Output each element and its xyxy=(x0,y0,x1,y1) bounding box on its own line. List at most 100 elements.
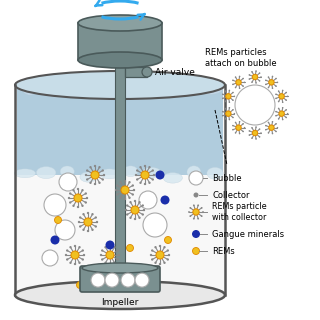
Circle shape xyxy=(249,74,250,76)
Circle shape xyxy=(95,225,97,228)
Circle shape xyxy=(193,204,195,206)
Circle shape xyxy=(76,282,84,289)
Circle shape xyxy=(251,127,253,129)
Circle shape xyxy=(232,125,234,126)
Circle shape xyxy=(138,201,141,204)
Circle shape xyxy=(235,76,236,78)
Circle shape xyxy=(268,76,269,78)
Circle shape xyxy=(255,138,257,140)
Circle shape xyxy=(89,182,92,184)
Circle shape xyxy=(259,80,260,82)
Circle shape xyxy=(82,249,84,252)
Circle shape xyxy=(144,165,146,167)
Circle shape xyxy=(232,129,234,131)
Circle shape xyxy=(103,174,105,176)
Circle shape xyxy=(249,78,250,80)
Circle shape xyxy=(239,133,240,134)
Circle shape xyxy=(168,254,170,256)
Circle shape xyxy=(193,247,199,254)
Circle shape xyxy=(116,249,119,252)
Circle shape xyxy=(275,111,277,112)
Circle shape xyxy=(235,132,236,134)
Bar xyxy=(78,23,162,60)
Circle shape xyxy=(235,85,275,125)
Circle shape xyxy=(135,273,149,287)
Circle shape xyxy=(259,72,260,74)
Circle shape xyxy=(249,130,250,132)
Circle shape xyxy=(113,246,116,248)
Circle shape xyxy=(104,246,107,248)
Circle shape xyxy=(275,98,277,99)
Circle shape xyxy=(259,128,260,130)
Circle shape xyxy=(152,169,154,172)
Circle shape xyxy=(235,87,236,88)
Ellipse shape xyxy=(80,172,97,182)
Circle shape xyxy=(129,201,132,204)
Circle shape xyxy=(251,71,253,73)
Circle shape xyxy=(287,113,288,115)
Ellipse shape xyxy=(15,281,225,309)
Ellipse shape xyxy=(123,166,138,177)
Ellipse shape xyxy=(78,52,162,68)
Circle shape xyxy=(104,262,107,264)
Circle shape xyxy=(128,181,131,183)
Circle shape xyxy=(86,169,88,172)
Circle shape xyxy=(148,166,151,168)
Ellipse shape xyxy=(44,80,67,98)
Circle shape xyxy=(260,132,262,134)
Circle shape xyxy=(150,254,152,256)
Circle shape xyxy=(282,119,284,120)
Circle shape xyxy=(189,171,203,185)
Circle shape xyxy=(159,245,161,247)
Polygon shape xyxy=(17,85,223,175)
Circle shape xyxy=(255,126,257,128)
Circle shape xyxy=(139,166,142,168)
Circle shape xyxy=(89,166,92,168)
Circle shape xyxy=(42,250,58,266)
Polygon shape xyxy=(15,85,225,295)
Circle shape xyxy=(275,78,277,79)
Ellipse shape xyxy=(36,167,56,179)
Circle shape xyxy=(251,81,253,83)
Circle shape xyxy=(232,92,234,93)
Circle shape xyxy=(252,74,258,80)
Circle shape xyxy=(161,196,170,204)
Circle shape xyxy=(68,197,70,199)
Circle shape xyxy=(197,218,199,220)
Circle shape xyxy=(226,111,231,116)
Circle shape xyxy=(265,129,267,131)
Ellipse shape xyxy=(82,263,158,273)
Circle shape xyxy=(74,263,76,265)
Circle shape xyxy=(91,273,105,287)
Circle shape xyxy=(164,236,172,244)
Ellipse shape xyxy=(146,82,171,93)
Circle shape xyxy=(139,182,142,184)
Circle shape xyxy=(151,258,153,261)
Circle shape xyxy=(222,115,223,116)
Circle shape xyxy=(44,194,66,216)
Ellipse shape xyxy=(207,167,223,179)
Circle shape xyxy=(100,254,102,256)
Ellipse shape xyxy=(22,79,38,95)
Circle shape xyxy=(98,166,101,168)
Text: REMs particle
with collector: REMs particle with collector xyxy=(212,202,267,222)
Circle shape xyxy=(202,211,204,213)
Ellipse shape xyxy=(15,71,225,99)
Circle shape xyxy=(282,90,284,91)
Circle shape xyxy=(154,262,157,264)
Circle shape xyxy=(275,115,277,116)
Circle shape xyxy=(128,196,131,199)
Circle shape xyxy=(66,258,68,261)
Circle shape xyxy=(113,262,116,264)
Circle shape xyxy=(278,101,279,102)
Circle shape xyxy=(285,92,287,93)
Circle shape xyxy=(69,262,72,264)
Circle shape xyxy=(222,98,223,99)
Ellipse shape xyxy=(163,172,182,183)
Circle shape xyxy=(228,107,230,108)
Circle shape xyxy=(201,207,203,209)
Circle shape xyxy=(232,100,234,101)
Circle shape xyxy=(255,70,257,72)
Circle shape xyxy=(132,193,134,196)
Circle shape xyxy=(121,273,135,287)
